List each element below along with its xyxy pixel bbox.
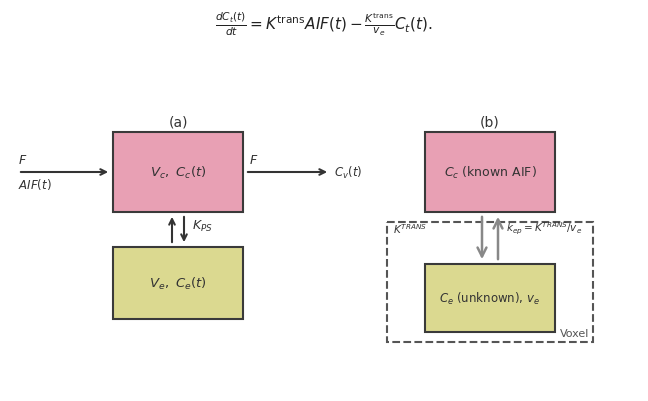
Bar (113, 247, 243, 319)
Text: (a): (a) (168, 115, 188, 129)
Text: $K^{TRANS}$: $K^{TRANS}$ (393, 221, 427, 235)
Text: $V_e,\ C_e(t)$: $V_e,\ C_e(t)$ (149, 275, 207, 291)
Bar (425, 133, 555, 213)
Text: $C_v(t)$: $C_v(t)$ (334, 164, 362, 180)
Text: $\frac{dC_t(t)}{dt} = K^{\mathrm{trans}}AIF(t) - \frac{K^{\mathrm{trans}}}{v_e}C: $\frac{dC_t(t)}{dt} = K^{\mathrm{trans}}… (215, 10, 433, 38)
Text: $F$: $F$ (18, 154, 27, 167)
Bar (425, 264, 555, 332)
Text: $k_{ep} = K^{TRANS}/v_e$: $k_{ep} = K^{TRANS}/v_e$ (506, 221, 583, 237)
Text: $V_c,\ C_c(t)$: $V_c,\ C_c(t)$ (150, 164, 206, 180)
Bar (387, 223, 593, 342)
Text: $C_e$ (unknown), $v_e$: $C_e$ (unknown), $v_e$ (439, 290, 540, 306)
Text: $F$: $F$ (249, 154, 259, 167)
Text: $AIF(t)$: $AIF(t)$ (18, 176, 52, 192)
Text: $C_c$ (known AIF): $C_c$ (known AIF) (443, 164, 537, 180)
Text: (b): (b) (480, 115, 500, 129)
Text: $K_{PS}$: $K_{PS}$ (192, 219, 213, 233)
Bar (113, 133, 243, 213)
Text: Voxel: Voxel (560, 328, 589, 338)
